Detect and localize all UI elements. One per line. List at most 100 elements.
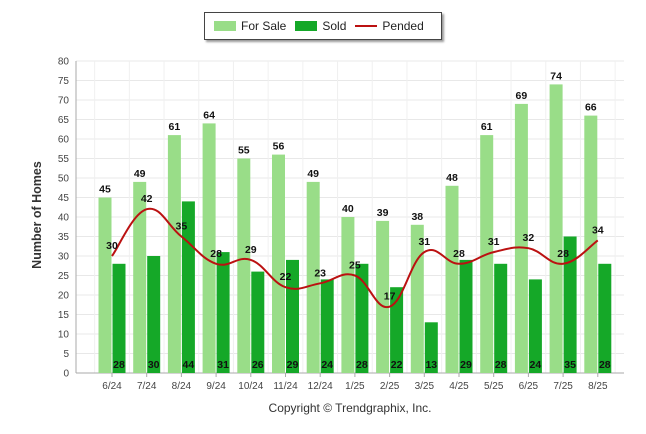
y-tick-label: 60	[58, 135, 70, 146]
x-tick-label: 10/24	[238, 381, 263, 392]
y-tick-label: 65	[58, 115, 70, 126]
data-label-sold: 29	[287, 359, 299, 371]
bar-sold	[112, 263, 126, 373]
data-label-sold: 22	[391, 359, 403, 371]
bar-sold	[320, 279, 334, 373]
legend-item-sold[interactable]: Sold	[295, 19, 346, 33]
x-tick-label: 6/25	[519, 381, 539, 392]
bar-sold	[528, 279, 542, 373]
x-tick-label: 6/24	[102, 381, 122, 392]
y-tick-label: 75	[58, 76, 70, 87]
data-label-sold: 13	[425, 359, 437, 371]
legend-label-sold: Sold	[322, 19, 347, 33]
x-tick-label: 9/24	[206, 381, 226, 392]
x-tick-label: 12/24	[308, 381, 333, 392]
x-tick-label: 8/25	[588, 381, 608, 392]
data-label-pended: 22	[280, 271, 292, 283]
bar-for-sale	[376, 220, 390, 373]
data-label-sold: 28	[495, 359, 507, 371]
data-label-sold: 29	[460, 359, 472, 371]
y-tick-label: 70	[58, 96, 70, 107]
copyright-text: Copyright © Trendgraphix, Inc.	[268, 401, 432, 415]
data-label-sold: 28	[356, 359, 368, 371]
bar-sold	[355, 263, 369, 373]
x-tick-label: 7/24	[137, 381, 157, 392]
data-label-pended: 30	[106, 240, 118, 252]
x-tick-label: 5/25	[484, 381, 504, 392]
legend-label-pended: Pended	[382, 19, 424, 33]
legend-swatch-pended	[355, 25, 378, 27]
data-label-sold: 30	[148, 359, 160, 371]
data-label-pended: 42	[141, 193, 153, 205]
legend-swatch-sold	[295, 21, 318, 31]
data-label-pended: 28	[557, 248, 569, 260]
y-tick-label: 20	[58, 291, 70, 302]
data-label-sold: 31	[217, 359, 229, 371]
data-label-for-sale: 40	[342, 203, 354, 215]
data-label-for-sale: 49	[134, 168, 146, 180]
data-label-pended: 17	[384, 291, 396, 303]
bar-sold	[251, 271, 265, 373]
data-label-sold: 24	[321, 359, 333, 371]
y-tick-label: 55	[58, 154, 70, 165]
data-label-sold: 24	[530, 359, 542, 371]
bar-sold	[216, 252, 230, 373]
legend-swatch-for-sale	[214, 21, 236, 31]
data-label-pended: 29	[245, 244, 257, 256]
data-label-pended: 35	[176, 221, 188, 233]
data-label-for-sale: 69	[516, 90, 528, 102]
bar-for-sale	[514, 103, 528, 374]
data-label-sold: 28	[599, 359, 611, 371]
bar-for-sale	[584, 115, 598, 373]
y-tick-label: 25	[58, 271, 70, 282]
y-axis-title: Number of Homes	[30, 161, 44, 269]
x-tick-label: 7/25	[553, 381, 573, 392]
x-tick-label: 8/24	[172, 381, 192, 392]
data-label-pended: 28	[453, 248, 465, 260]
data-label-pended: 31	[488, 236, 500, 248]
legend-item-for-sale[interactable]: For Sale	[214, 19, 286, 33]
x-tick-label: 11/24	[273, 381, 298, 392]
data-label-for-sale: 64	[203, 109, 215, 121]
y-tick-label: 5	[63, 349, 69, 360]
bar-for-sale	[306, 181, 320, 373]
data-label-pended: 31	[418, 236, 430, 248]
y-tick-label: 10	[58, 330, 70, 341]
bar-sold	[459, 259, 473, 373]
bar-sold	[598, 263, 612, 373]
legend-item-pended[interactable]: Pended	[355, 19, 424, 33]
data-label-for-sale: 39	[377, 207, 389, 219]
x-tick-label: 1/25	[345, 381, 365, 392]
x-tick-label: 2/25	[380, 381, 400, 392]
bar-for-sale	[133, 181, 147, 373]
y-tick-label: 50	[58, 174, 70, 185]
data-label-for-sale: 38	[411, 211, 423, 223]
data-label-for-sale: 66	[585, 102, 597, 114]
bar-for-sale	[410, 224, 424, 373]
data-label-pended: 32	[523, 232, 535, 244]
bar-for-sale	[167, 135, 181, 373]
bar-for-sale	[98, 197, 112, 373]
data-label-pended: 28	[210, 248, 222, 260]
bar-for-sale	[272, 154, 285, 373]
data-label-for-sale: 49	[307, 168, 319, 180]
data-label-for-sale: 45	[99, 184, 111, 196]
y-tick-label: 35	[58, 232, 70, 243]
y-tick-label: 30	[58, 252, 70, 263]
bar-for-sale	[341, 217, 355, 373]
y-tick-label: 80	[58, 57, 70, 68]
data-label-pended: 23	[314, 267, 326, 279]
chart-legend: For Sale Sold Pended	[204, 12, 442, 40]
bar-for-sale	[445, 185, 459, 373]
bar-sold	[563, 236, 577, 373]
data-label-for-sale: 48	[446, 172, 458, 184]
bar-for-sale	[237, 158, 251, 373]
y-tick-label: 45	[58, 193, 70, 204]
data-label-for-sale: 61	[169, 121, 181, 133]
x-tick-label: 3/25	[415, 381, 435, 392]
bar-sold	[147, 256, 161, 373]
data-label-sold: 26	[252, 359, 264, 371]
x-tick-label: 4/25	[449, 381, 469, 392]
data-label-sold: 28	[113, 359, 125, 371]
